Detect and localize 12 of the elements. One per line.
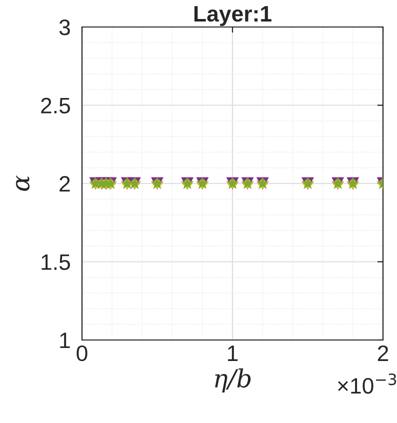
y-tick-label: 1.5 — [42, 254, 70, 270]
y-axis-title: α — [16, 176, 30, 191]
y-tick-label: 3 — [59, 20, 70, 36]
text: ×10$^{−3}$ — [338, 373, 396, 394]
x-tick-label: 1 — [228, 346, 238, 361]
y-tick-label: 2 — [60, 176, 70, 192]
y-tick-label: 2.5 — [41, 98, 70, 114]
chart-title: Layer:1 — [194, 6, 272, 26]
x-axis-title: η/b — [215, 368, 251, 393]
x-tick-label: 0 — [76, 345, 88, 362]
x-tick-label: 2 — [378, 345, 388, 361]
y-tick-label: 1 — [60, 332, 70, 348]
